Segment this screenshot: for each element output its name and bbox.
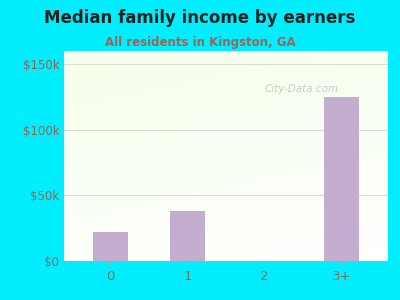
Text: Median family income by earners: Median family income by earners — [44, 9, 356, 27]
Bar — [93, 232, 128, 261]
Bar — [324, 97, 359, 261]
Text: All residents in Kingston, GA: All residents in Kingston, GA — [105, 36, 295, 49]
Bar — [170, 211, 205, 261]
Text: City-Data.com: City-Data.com — [265, 84, 339, 94]
